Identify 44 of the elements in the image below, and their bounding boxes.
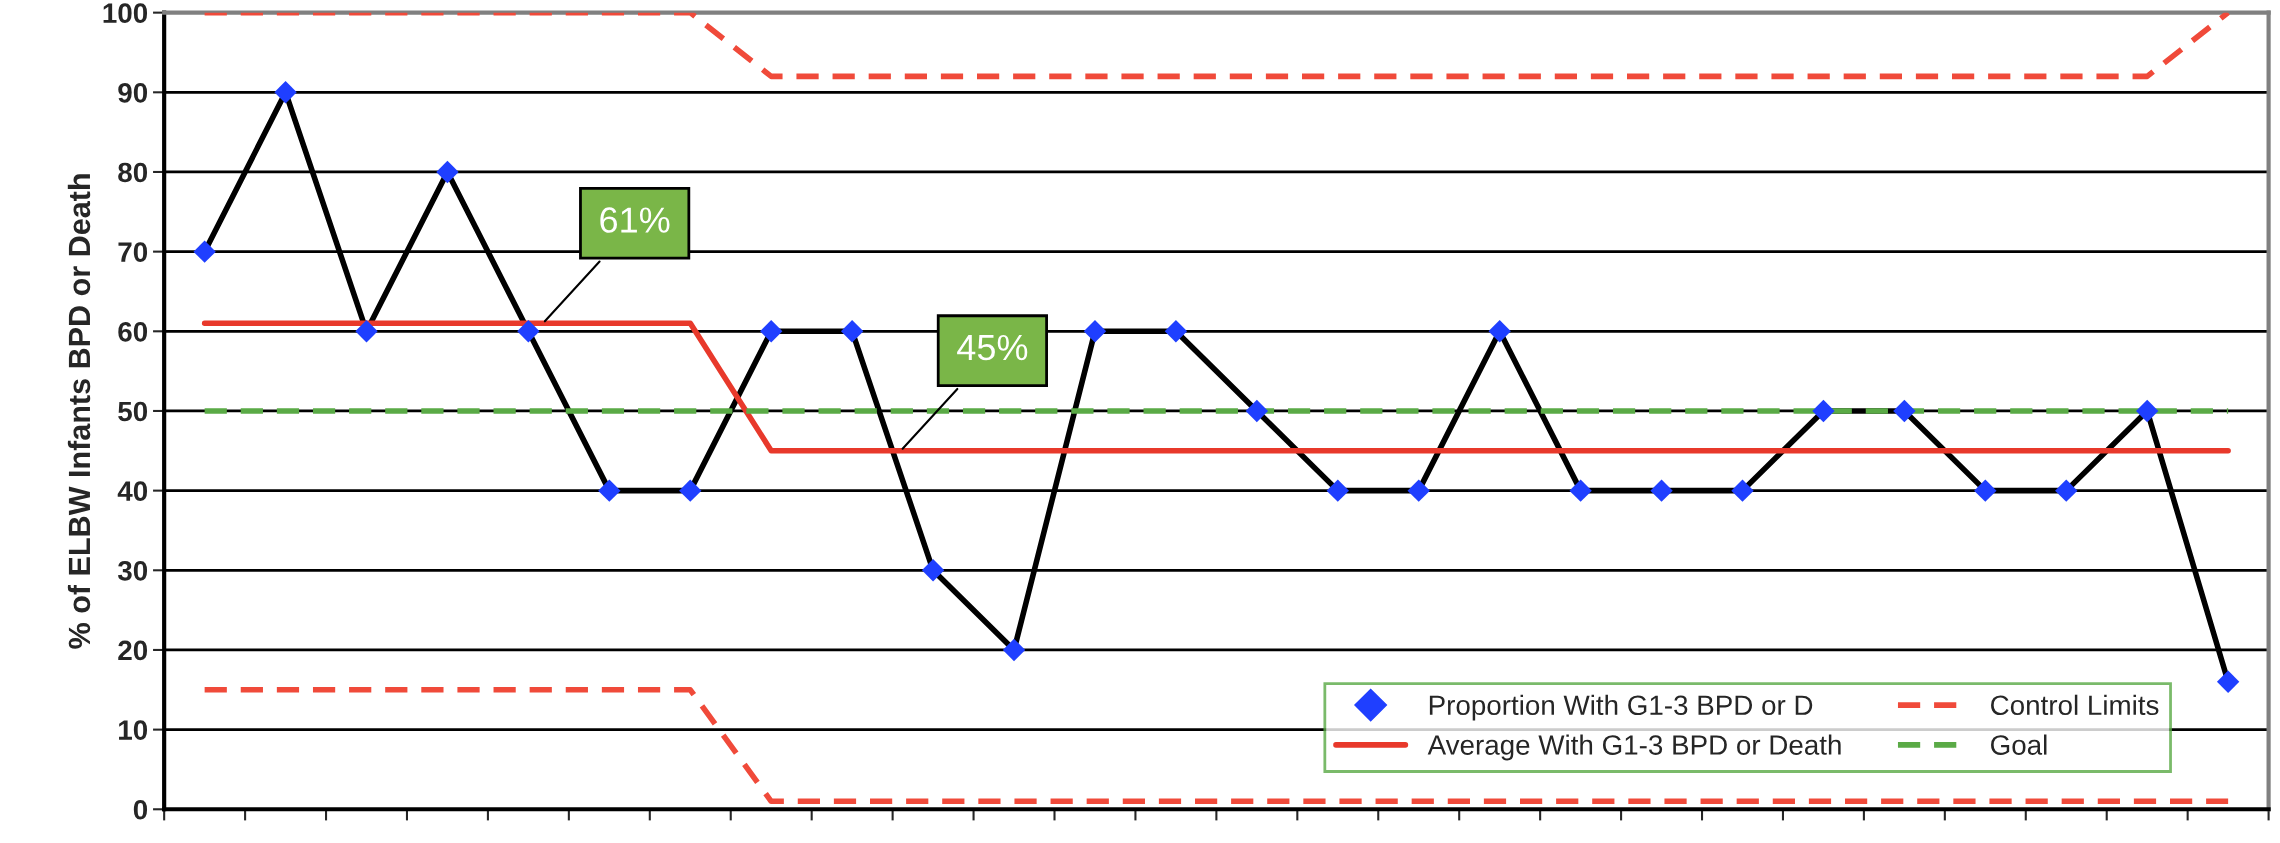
legend-label: Proportion With G1-3 BPD or D: [1429, 694, 1813, 721]
point: [2216, 670, 2240, 694]
y-tick-label: 100: [103, 3, 148, 23]
point: [1974, 479, 1997, 502]
y-tick-label: 90: [118, 82, 148, 103]
y-tick-label: 10: [119, 720, 148, 740]
point: [1164, 320, 1188, 343]
point: [274, 81, 297, 104]
point: [1893, 399, 1916, 423]
y-axis-title: % of ELBW Infants BPD or Death: [67, 174, 91, 649]
point: [1002, 638, 1026, 662]
point: [1569, 479, 1592, 502]
point: [1407, 479, 1430, 502]
point: [1083, 320, 1107, 343]
point: [1488, 320, 1511, 343]
point: [355, 320, 378, 343]
point: [840, 320, 864, 343]
y-tick-label: 30: [117, 560, 148, 581]
y-tick-label: 50: [118, 401, 148, 422]
y-tick-label: 20: [118, 640, 148, 661]
legend-label: Goal: [1991, 734, 2047, 755]
point: [1812, 399, 1835, 423]
point: [598, 479, 621, 502]
y-tick-label: 60: [118, 321, 148, 342]
point: [2136, 399, 2159, 423]
point: [1326, 479, 1349, 502]
point: [760, 320, 783, 343]
legend-label: Control Limits: [1991, 694, 2159, 716]
legend-label: Average With G1-3 BPD or Death: [1427, 734, 1841, 761]
point: [1731, 479, 1754, 502]
point: [679, 479, 702, 502]
point: [2055, 479, 2078, 502]
point: [436, 160, 459, 184]
y-tick-label: 0: [133, 799, 148, 820]
point: [921, 559, 945, 582]
y-tick-label: 80: [118, 162, 148, 183]
annotation: 45%: [957, 334, 1028, 361]
point: [517, 320, 540, 343]
point: [1245, 399, 1269, 423]
annotation: 61%: [600, 207, 670, 233]
point: [1650, 479, 1673, 502]
y-tick-label: 40: [117, 481, 148, 501]
point: [193, 240, 216, 263]
y-tick-label: 70: [118, 242, 148, 262]
